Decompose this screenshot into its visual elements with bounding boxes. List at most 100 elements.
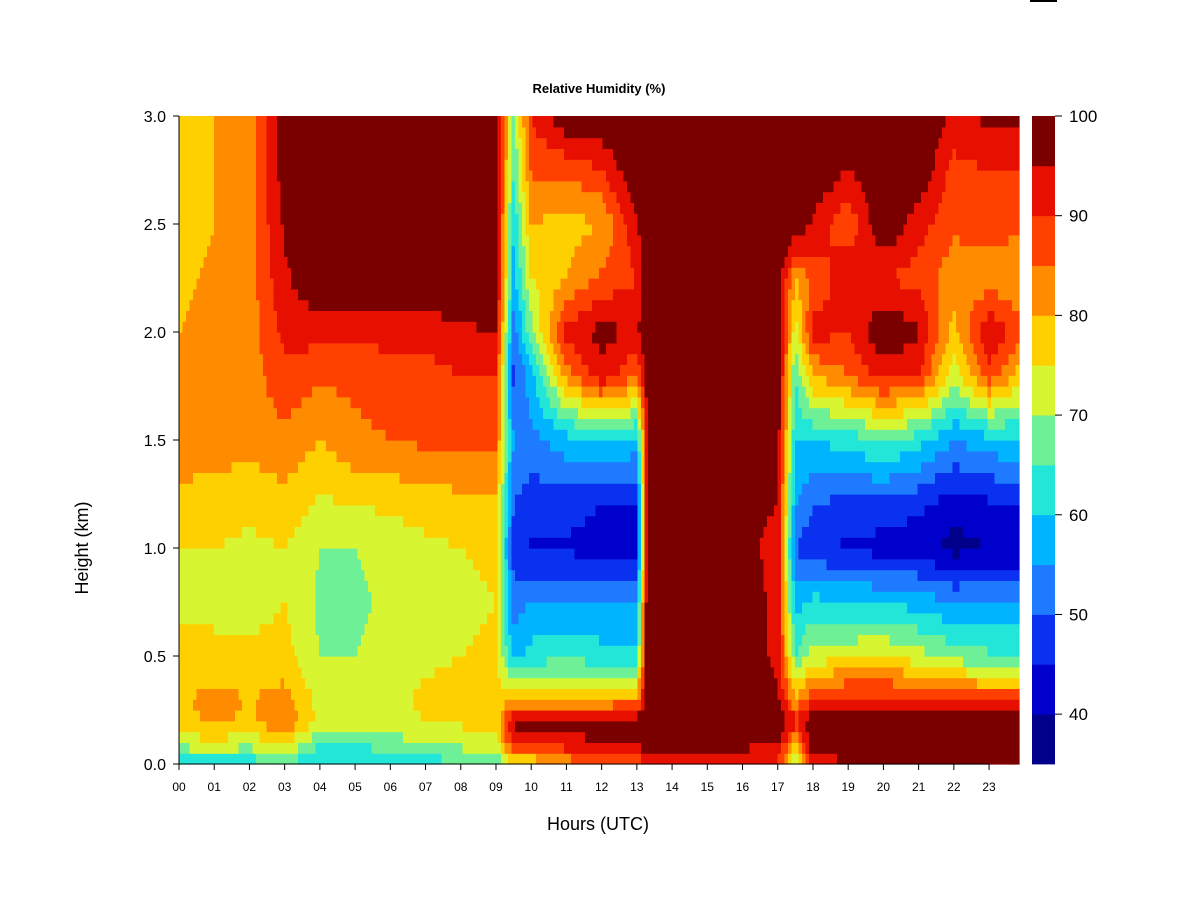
heatmap-cell	[330, 138, 334, 149]
heatmap-cell	[354, 127, 358, 138]
heatmap-cell	[186, 148, 190, 159]
heatmap-cell	[417, 624, 421, 635]
heatmap-cell	[295, 732, 299, 743]
heatmap-cell	[340, 699, 344, 710]
heatmap-cell	[193, 397, 197, 408]
heatmap-cell	[386, 343, 390, 354]
heatmap-cell	[466, 386, 470, 397]
heatmap-cell	[221, 451, 225, 462]
heatmap-cell	[302, 602, 306, 613]
heatmap-cell	[302, 213, 306, 224]
heatmap-cell	[235, 246, 239, 257]
heatmap-cell	[435, 451, 439, 462]
heatmap-cell	[386, 440, 390, 451]
heatmap-cell	[330, 548, 334, 559]
heatmap-cell	[326, 537, 330, 548]
heatmap-cell	[305, 267, 309, 278]
heatmap-cell	[400, 267, 404, 278]
heatmap-cell	[389, 181, 393, 192]
heatmap-cell	[340, 213, 344, 224]
heatmap-cell	[302, 710, 306, 721]
heatmap-cell	[284, 278, 288, 289]
heatmap-cell	[305, 667, 309, 678]
heatmap-cell	[354, 580, 358, 591]
heatmap-cell	[183, 656, 187, 667]
heatmap-cell	[253, 267, 257, 278]
heatmap-cell	[256, 343, 260, 354]
heatmap-cell	[389, 580, 393, 591]
heatmap-cell	[340, 710, 344, 721]
heatmap-cell	[218, 688, 222, 699]
heatmap-cell	[428, 429, 432, 440]
heatmap-cell	[295, 580, 299, 591]
heatmap-cell	[267, 375, 271, 386]
heatmap-cell	[246, 289, 250, 300]
heatmap-cell	[435, 645, 439, 656]
heatmap-cell	[323, 440, 327, 451]
heatmap-cell	[333, 721, 337, 732]
heatmap-cell	[179, 343, 183, 354]
heatmap-cell	[393, 645, 397, 656]
heatmap-cell	[225, 624, 229, 635]
heatmap-cell	[407, 451, 411, 462]
heatmap-cell	[351, 483, 355, 494]
heatmap-cell	[284, 418, 288, 429]
heatmap-cell	[225, 537, 229, 548]
heatmap-cell	[204, 159, 208, 170]
heatmap-cell	[421, 202, 425, 213]
heatmap-cell	[284, 148, 288, 159]
heatmap-cell	[242, 645, 246, 656]
heatmap-cell	[211, 624, 215, 635]
heatmap-cell	[456, 343, 460, 354]
heatmap-cell	[225, 602, 229, 613]
heatmap-cell	[463, 224, 467, 235]
heatmap-cell	[386, 256, 390, 267]
heatmap-cell	[263, 224, 267, 235]
heatmap-cell	[361, 472, 365, 483]
heatmap-cell	[337, 127, 341, 138]
heatmap-cell	[424, 148, 428, 159]
heatmap-cell	[389, 624, 393, 635]
heatmap-cell	[291, 246, 295, 257]
heatmap-cell	[211, 310, 215, 321]
heatmap-cell	[389, 678, 393, 689]
heatmap-cell	[246, 634, 250, 645]
heatmap-cell	[375, 116, 379, 127]
heatmap-cell	[218, 192, 222, 203]
heatmap-cell	[179, 656, 183, 667]
heatmap-cell	[365, 580, 369, 591]
heatmap-cell	[340, 678, 344, 689]
heatmap-cell	[445, 300, 449, 311]
heatmap-cell	[417, 148, 421, 159]
heatmap-cell	[396, 494, 400, 505]
heatmap-cell	[305, 278, 309, 289]
heatmap-cell	[253, 386, 257, 397]
heatmap-cell	[435, 170, 439, 181]
heatmap-cell	[246, 343, 250, 354]
heatmap-cell	[330, 472, 334, 483]
heatmap-cell	[190, 343, 194, 354]
heatmap-cell	[323, 127, 327, 138]
heatmap-cell	[211, 148, 215, 159]
heatmap-cell	[183, 678, 187, 689]
heatmap-cell	[197, 202, 201, 213]
heatmap-cell	[417, 300, 421, 311]
heatmap-cell	[344, 354, 348, 365]
heatmap-cell	[382, 505, 386, 516]
heatmap-cell	[249, 235, 253, 246]
heatmap-cell	[456, 570, 460, 581]
heatmap-cell	[449, 429, 453, 440]
heatmap-cell	[375, 548, 379, 559]
heatmap-cell	[295, 246, 299, 257]
heatmap-cell	[333, 256, 337, 267]
heatmap-cell	[183, 386, 187, 397]
heatmap-cell	[232, 267, 236, 278]
heatmap-cell	[459, 278, 463, 289]
heatmap-cell	[316, 354, 320, 365]
heatmap-cell	[249, 375, 253, 386]
heatmap-cell	[340, 192, 344, 203]
heatmap-cell	[204, 667, 208, 678]
heatmap-cell	[214, 127, 218, 138]
heatmap-cell	[435, 310, 439, 321]
heatmap-cell	[218, 138, 222, 149]
